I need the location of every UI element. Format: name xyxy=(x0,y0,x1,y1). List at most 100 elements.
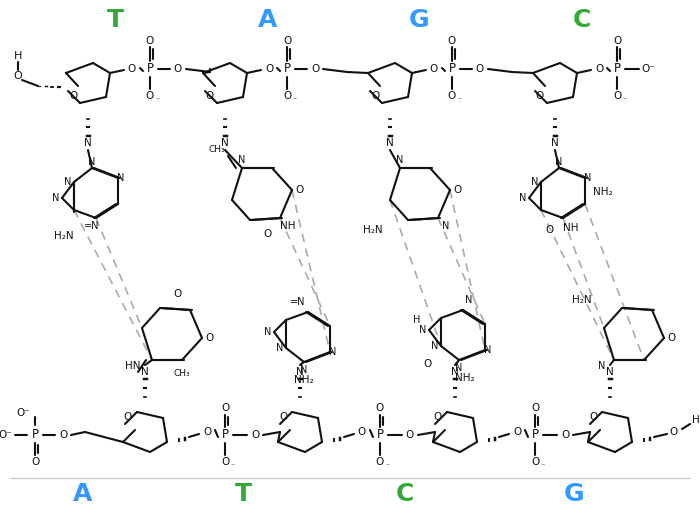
Text: NH₂: NH₂ xyxy=(455,373,475,383)
Text: N: N xyxy=(584,173,592,183)
Text: N: N xyxy=(396,155,404,165)
Text: N: N xyxy=(64,177,71,187)
Text: ⁻: ⁻ xyxy=(231,462,235,470)
Text: O: O xyxy=(203,427,211,437)
Text: N: N xyxy=(555,157,563,167)
Text: HN: HN xyxy=(125,361,140,371)
Text: O: O xyxy=(13,71,22,81)
Text: O: O xyxy=(531,403,539,413)
Text: O: O xyxy=(296,185,304,195)
Text: N: N xyxy=(238,155,246,165)
Text: N: N xyxy=(551,138,559,148)
Text: ⁻: ⁻ xyxy=(541,462,545,470)
Text: =N: =N xyxy=(84,221,99,231)
Text: P: P xyxy=(449,63,456,76)
Text: O: O xyxy=(358,427,366,437)
Text: N: N xyxy=(386,138,394,148)
Text: N: N xyxy=(84,138,92,148)
Text: C: C xyxy=(573,8,592,31)
Text: O: O xyxy=(536,91,544,101)
Text: O: O xyxy=(264,229,272,239)
Text: O⁻: O⁻ xyxy=(0,430,12,440)
Text: O: O xyxy=(311,64,319,74)
Text: O: O xyxy=(59,430,67,440)
Text: O: O xyxy=(265,64,273,74)
Text: O: O xyxy=(174,64,182,74)
Text: O: O xyxy=(406,430,414,440)
Text: C: C xyxy=(395,483,414,506)
Text: O: O xyxy=(371,91,379,101)
Text: O: O xyxy=(434,412,442,422)
Text: N: N xyxy=(442,221,449,231)
Text: N: N xyxy=(141,367,149,377)
Text: O: O xyxy=(613,36,621,46)
Text: N: N xyxy=(300,365,308,375)
Text: NH₂: NH₂ xyxy=(294,375,314,385)
Text: O: O xyxy=(279,412,287,422)
Text: O: O xyxy=(128,64,136,74)
Text: O: O xyxy=(31,457,39,467)
Text: N: N xyxy=(265,327,272,337)
Text: O: O xyxy=(283,36,291,46)
Text: ⁻: ⁻ xyxy=(386,462,390,470)
Text: ⁻: ⁻ xyxy=(623,96,627,104)
Text: A: A xyxy=(258,8,277,31)
Text: P: P xyxy=(377,429,384,442)
Text: O: O xyxy=(283,91,291,101)
Text: N: N xyxy=(419,325,427,335)
Text: T: T xyxy=(107,8,124,31)
Text: P: P xyxy=(146,63,153,76)
Text: H: H xyxy=(692,415,700,425)
Text: N: N xyxy=(455,363,463,373)
Text: ⁻: ⁻ xyxy=(293,96,297,104)
Text: N: N xyxy=(606,367,614,377)
Text: ⁻: ⁻ xyxy=(156,96,160,104)
Text: N: N xyxy=(221,138,229,148)
Text: N: N xyxy=(329,347,337,357)
Text: O: O xyxy=(251,430,259,440)
Text: N: N xyxy=(52,193,60,203)
Text: ⁻: ⁻ xyxy=(458,96,462,104)
Text: T: T xyxy=(235,483,252,506)
Text: CH₃: CH₃ xyxy=(209,145,225,155)
Text: O: O xyxy=(476,64,484,74)
Text: O: O xyxy=(670,427,678,437)
Text: N: N xyxy=(451,367,459,377)
Text: O: O xyxy=(124,412,132,422)
Text: O: O xyxy=(69,91,77,101)
Text: O⁻: O⁻ xyxy=(16,408,30,418)
Text: H₂N: H₂N xyxy=(55,231,74,241)
Text: O: O xyxy=(589,412,597,422)
Text: O: O xyxy=(206,333,214,343)
Text: H₂N: H₂N xyxy=(363,225,383,235)
Text: CH₃: CH₃ xyxy=(174,370,190,378)
Text: O: O xyxy=(221,403,229,413)
Text: O: O xyxy=(561,430,569,440)
Text: N: N xyxy=(296,367,304,377)
Text: N: N xyxy=(519,193,526,203)
Text: O: O xyxy=(448,91,456,101)
Text: P: P xyxy=(221,429,228,442)
Text: O: O xyxy=(430,64,438,74)
Text: H₂N: H₂N xyxy=(573,295,592,305)
Text: O: O xyxy=(146,91,154,101)
Text: O: O xyxy=(448,36,456,46)
Text: O: O xyxy=(595,64,603,74)
Text: N: N xyxy=(598,361,606,371)
Text: P: P xyxy=(284,63,290,76)
Text: O: O xyxy=(454,185,462,195)
Text: O: O xyxy=(376,457,384,467)
Text: G: G xyxy=(564,483,584,506)
Text: O⁻: O⁻ xyxy=(641,64,655,74)
Text: O: O xyxy=(613,91,621,101)
Text: O: O xyxy=(221,457,229,467)
Text: O: O xyxy=(376,403,384,413)
Text: O: O xyxy=(531,457,539,467)
Text: O: O xyxy=(545,225,553,235)
Text: P: P xyxy=(32,429,38,442)
Text: N: N xyxy=(466,295,472,305)
Text: O: O xyxy=(513,427,521,437)
Text: P: P xyxy=(531,429,538,442)
Text: H: H xyxy=(413,315,421,325)
Text: NH: NH xyxy=(564,223,579,233)
